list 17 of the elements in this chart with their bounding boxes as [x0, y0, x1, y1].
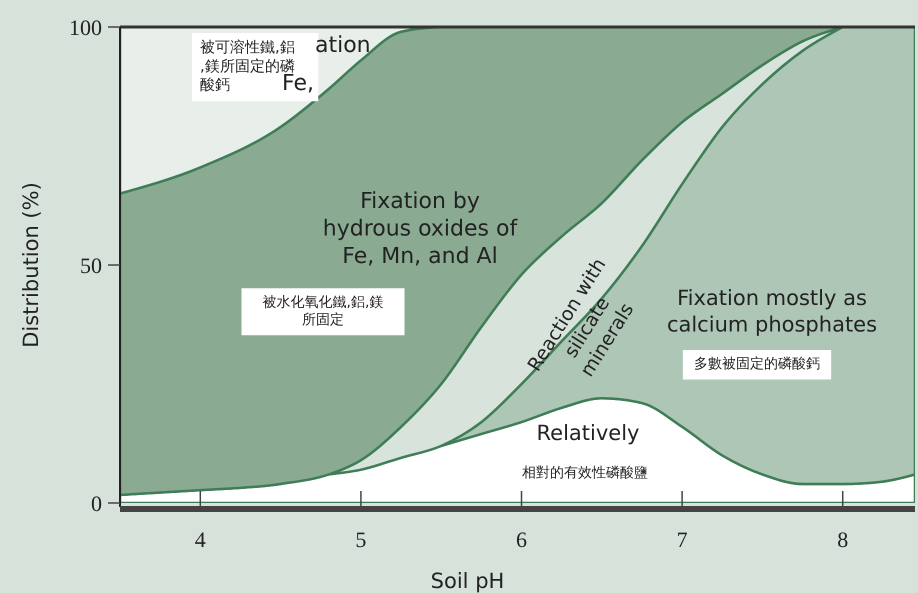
annotation: ation	[315, 33, 371, 58]
x-tick-label: 4	[194, 527, 206, 552]
series-label: Fixation by hydrous oxides of Fe, Mn, and Al	[322, 189, 518, 269]
annotation: 相對的有效性磷酸鹽	[522, 465, 648, 481]
y-tick-label: 100	[69, 15, 102, 40]
x-tick-label: 8	[837, 527, 848, 552]
y-axis-title: Distribution (%)	[19, 182, 43, 348]
x-tick-label: 5	[355, 527, 366, 552]
y-tick-label: 50	[80, 253, 102, 278]
y-tick-label: 0	[91, 491, 102, 516]
annotation: 多數被固定的磷酸鈣	[694, 356, 820, 372]
annotation: 被水化氧化鐵,鋁,鎂所固定	[262, 294, 384, 328]
x-tick-label: 6	[516, 527, 528, 552]
x-tick-label: 7	[676, 527, 688, 552]
x-axis-title: Soil pH	[430, 569, 504, 593]
series-label: Relatively	[536, 421, 640, 445]
series-label: Fixation mostly as calcium phosphates	[666, 286, 878, 336]
